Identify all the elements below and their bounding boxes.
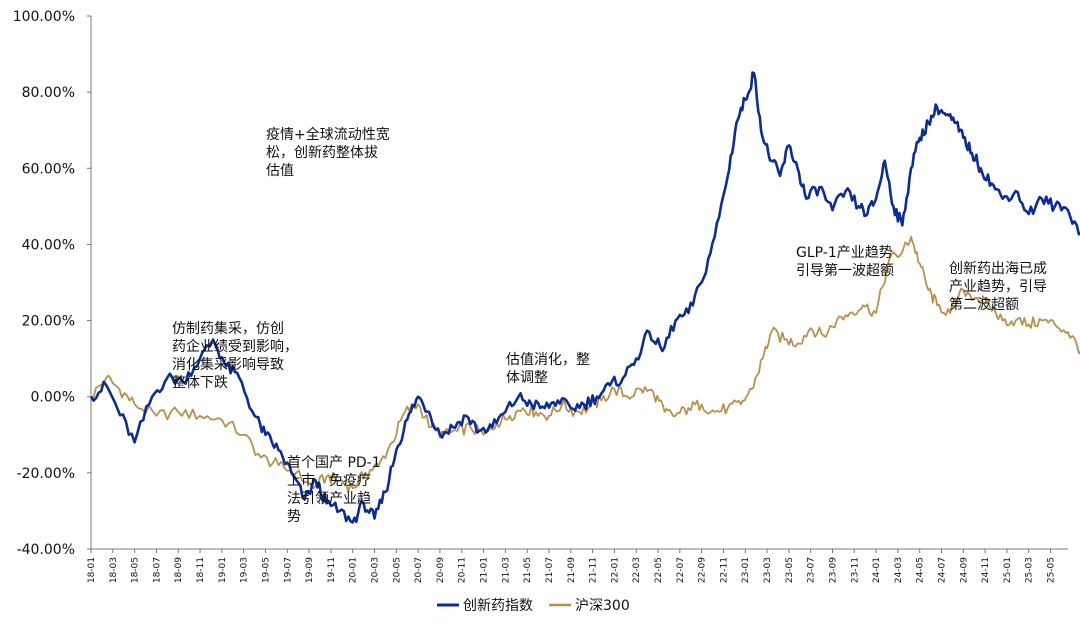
- x-tick-label: 22-05: [654, 557, 664, 583]
- x-tick-label: 21-05: [523, 557, 533, 583]
- x-tick-label: 19-01: [218, 557, 228, 583]
- y-tick-label: 100.00%: [13, 9, 75, 25]
- x-tick-label: 23-07: [807, 557, 817, 583]
- annotation-line: 引导第一波超额: [796, 262, 894, 279]
- y-tick-label: 0.00%: [31, 390, 75, 406]
- x-tick-label: 23-05: [785, 557, 795, 583]
- x-tick-label: 18-07: [152, 557, 162, 583]
- legend: 创新药指数 沪深300: [437, 598, 630, 614]
- y-tick-label: -40.00%: [17, 542, 75, 558]
- x-tick-label: 19-07: [283, 557, 293, 583]
- annotation-line: 创新药出海已成: [949, 261, 1047, 277]
- x-tick-label: 18-03: [109, 557, 119, 583]
- annotation-line: 整体下跌: [172, 375, 228, 391]
- x-tick-label: 19-11: [327, 557, 337, 583]
- x-tick-label: 19-05: [261, 557, 271, 583]
- x-tick-label: 21-01: [480, 557, 490, 583]
- x-tick-label: 21-09: [567, 557, 577, 583]
- annotation-line: 体调整: [506, 370, 548, 386]
- annotation-line: 药企业绩受到影响，: [172, 338, 298, 355]
- legend-label-1: 沪深300: [575, 598, 630, 614]
- x-tick-label: 18-09: [174, 557, 184, 583]
- x-tick-label: 23-01: [741, 557, 751, 583]
- x-tick-label: 18-11: [196, 557, 206, 583]
- x-tick-label: 22-01: [610, 557, 620, 583]
- annotation-line: 产业趋势，引导: [949, 279, 1047, 295]
- annotation-line: 法引领产业趋: [287, 491, 371, 507]
- y-tick-label: 40.00%: [22, 237, 75, 253]
- x-tick-label: 19-03: [240, 557, 250, 583]
- x-tick-label: 19-09: [305, 557, 315, 583]
- annotation-line: 首个国产 PD-1: [287, 455, 381, 471]
- series-layer: [89, 71, 1080, 524]
- x-tick-label: 21-03: [501, 557, 511, 583]
- x-tick-label: 23-09: [828, 557, 838, 583]
- x-tick-label: 22-09: [698, 557, 708, 583]
- annotation-line: 估值: [266, 163, 294, 179]
- annotation-line: 估值消化，整: [506, 352, 590, 368]
- annotation-line: 势: [287, 509, 301, 525]
- x-tick-label: 24-11: [981, 557, 991, 583]
- y-tick-label: 20.00%: [22, 314, 75, 330]
- x-tick-label: 24-01: [872, 557, 882, 583]
- series-line-0: [89, 71, 1080, 524]
- annotation-line: 疫情+全球流动性宽: [266, 126, 390, 143]
- x-tick-label: 20-01: [349, 557, 359, 583]
- annotation-line: 第二波超额: [949, 296, 1019, 313]
- x-tick-label: 25-05: [1047, 557, 1057, 583]
- legend-label-0: 创新药指数: [463, 598, 533, 614]
- annotation-line: GLP-1产业趋势: [796, 245, 893, 261]
- x-tick-label: 24-05: [916, 557, 926, 583]
- x-tick-label: 20-09: [436, 557, 446, 583]
- x-tick-label: 22-11: [719, 557, 729, 583]
- x-tick-label: 23-03: [763, 557, 773, 583]
- y-tick-label: 80.00%: [22, 85, 75, 101]
- x-tick-label: 20-03: [371, 557, 381, 583]
- annotation-line: 消化集采影响导致: [172, 356, 284, 373]
- x-tick-label: 25-01: [1003, 557, 1013, 583]
- x-tick-label: 22-07: [676, 557, 686, 583]
- x-tick-label: 18-05: [131, 557, 141, 583]
- x-tick-label: 20-11: [458, 557, 468, 583]
- x-tick-label: 22-03: [632, 557, 642, 583]
- x-tick-label: 21-07: [545, 557, 555, 583]
- annotation-line: 上市，免疫疗: [287, 472, 371, 489]
- x-tick-label: 21-11: [589, 557, 599, 583]
- y-tick-label: -20.00%: [17, 466, 75, 482]
- annotation-line: 松，创新药整体拔: [266, 145, 378, 161]
- x-tick-label: 20-05: [392, 557, 402, 583]
- y-axis-ticks: 100.00% 80.00% 60.00% 40.00% 20.00% 0.00% -20.…: [13, 9, 91, 558]
- x-tick-label: 25-03: [1025, 557, 1035, 583]
- annotation-line: 仿制药集采，仿创: [172, 320, 284, 337]
- x-axis-ticks: 18-01 18-03 18-05 18-07 18-09 18-11 19-01 19-03…: [87, 549, 1057, 583]
- x-tick-label: 23-11: [850, 557, 860, 583]
- x-tick-label: 24-03: [894, 557, 904, 583]
- y-tick-label: 60.00%: [22, 161, 75, 177]
- x-tick-label: 20-07: [414, 557, 424, 583]
- x-tick-label: 24-07: [938, 557, 948, 583]
- x-tick-label: 24-09: [959, 557, 969, 583]
- x-tick-label: 18-01: [87, 557, 97, 583]
